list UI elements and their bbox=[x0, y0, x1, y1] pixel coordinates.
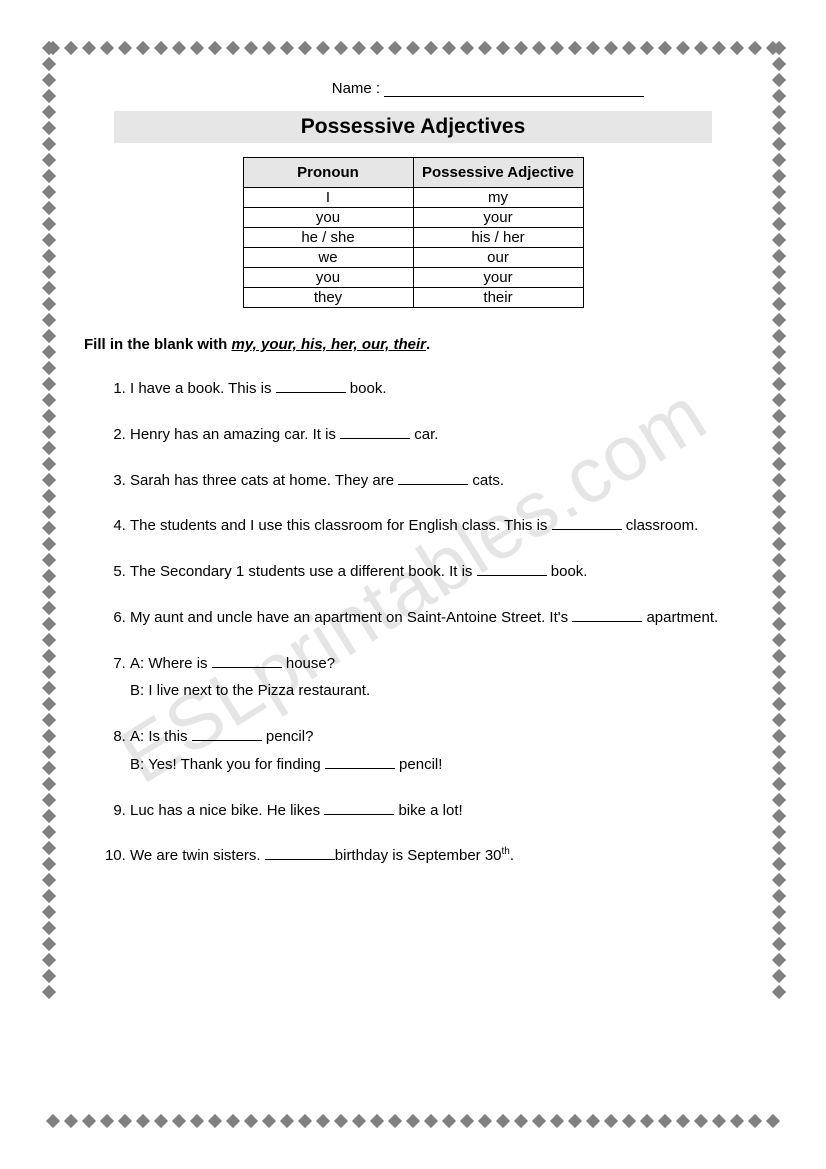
dialogue-line: B: I live next to the Pizza restaurant. bbox=[130, 677, 742, 705]
list-item: We are twin sisters. birthday is Septemb… bbox=[130, 842, 742, 870]
list-item: A: Where is house? B: I live next to the … bbox=[130, 650, 742, 706]
reference-table: PronounPossessive Adjective Imyyouyourhe… bbox=[243, 157, 584, 308]
table-cell: they bbox=[243, 288, 413, 308]
list-item: Henry has an amazing car. It is car. bbox=[130, 421, 742, 449]
table-row: Imy bbox=[243, 188, 583, 208]
fill-blank[interactable] bbox=[192, 740, 262, 741]
fill-blank[interactable] bbox=[276, 392, 346, 393]
sentence-text: I live next to the Pizza restaurant. bbox=[148, 682, 370, 699]
table-cell: our bbox=[413, 248, 583, 268]
fill-blank[interactable] bbox=[212, 667, 282, 668]
superscript: th bbox=[502, 846, 510, 857]
dialogue-line: B: Yes! Thank you for finding pencil! bbox=[130, 751, 742, 779]
speaker-prefix: B: bbox=[130, 756, 148, 773]
table-cell: his / her bbox=[413, 228, 583, 248]
name-field-line: Name : bbox=[234, 80, 742, 97]
table-row: youyour bbox=[243, 268, 583, 288]
list-item: I have a book. This is book. bbox=[130, 375, 742, 403]
speaker-prefix: A: bbox=[130, 728, 148, 745]
table-row: theytheir bbox=[243, 288, 583, 308]
table-cell: you bbox=[243, 268, 413, 288]
instruction-choices: my, your, his, her, our, their bbox=[232, 336, 427, 353]
fill-blank[interactable] bbox=[324, 814, 394, 815]
speaker-prefix: B: bbox=[130, 682, 148, 699]
table-cell: we bbox=[243, 248, 413, 268]
fill-blank[interactable] bbox=[477, 575, 547, 576]
sentence-text: cats. bbox=[468, 472, 504, 489]
fill-blank[interactable] bbox=[552, 529, 622, 530]
sentence-text: Sarah has three cats at home. They are bbox=[130, 472, 398, 489]
sentence-text: car. bbox=[410, 426, 438, 443]
fill-blank[interactable] bbox=[340, 438, 410, 439]
fill-blank[interactable] bbox=[572, 621, 642, 622]
dialogue-line: A: Is this pencil? bbox=[130, 728, 313, 745]
sentence-text: pencil! bbox=[395, 756, 443, 773]
exercise-list: I have a book. This is book. Henry has an… bbox=[84, 375, 742, 870]
sentence-text: Luc has a nice bike. He likes bbox=[130, 802, 324, 819]
list-item: The Secondary 1 students use a different… bbox=[130, 558, 742, 586]
sentence-text: The Secondary 1 students use a different… bbox=[130, 563, 477, 580]
table-cell: I bbox=[243, 188, 413, 208]
table-cell: their bbox=[413, 288, 583, 308]
sentence-text: book. bbox=[346, 380, 387, 397]
table-cell: your bbox=[413, 208, 583, 228]
table-row: weour bbox=[243, 248, 583, 268]
sentence-text: . bbox=[510, 847, 514, 864]
sentence-text: My aunt and uncle have an apartment on S… bbox=[130, 609, 572, 626]
sentence-text: classroom. bbox=[622, 517, 699, 534]
sentence-text: birthday is September 30 bbox=[335, 847, 502, 864]
fill-blank[interactable] bbox=[398, 484, 468, 485]
instruction-prefix: Fill in the blank with bbox=[84, 336, 232, 353]
table-header: Pronoun bbox=[243, 158, 413, 188]
sentence-text: book. bbox=[547, 563, 588, 580]
sentence-text: We are twin sisters. bbox=[130, 847, 265, 864]
name-label: Name : bbox=[332, 80, 380, 97]
table-cell: you bbox=[243, 208, 413, 228]
sentence-text: apartment. bbox=[642, 609, 718, 626]
speaker-prefix: A: bbox=[130, 655, 148, 672]
instruction-text: Fill in the blank with my, your, his, he… bbox=[84, 336, 742, 353]
fill-blank[interactable] bbox=[325, 768, 395, 769]
sentence-text: bike a lot! bbox=[394, 802, 462, 819]
sentence-text: Henry has an amazing car. It is bbox=[130, 426, 340, 443]
name-input-line[interactable] bbox=[384, 96, 644, 97]
table-cell: my bbox=[413, 188, 583, 208]
list-item: The students and I use this classroom fo… bbox=[130, 512, 742, 540]
table-cell: your bbox=[413, 268, 583, 288]
table-row: he / shehis / her bbox=[243, 228, 583, 248]
sentence-text: Where is bbox=[148, 655, 211, 672]
fill-blank[interactable] bbox=[265, 859, 335, 860]
table-cell: he / she bbox=[243, 228, 413, 248]
list-item: Luc has a nice bike. He likes bike a lot… bbox=[130, 797, 742, 825]
list-item: Sarah has three cats at home. They are c… bbox=[130, 467, 742, 495]
dialogue-line: A: Where is house? bbox=[130, 655, 335, 672]
list-item: A: Is this pencil? B: Yes! Thank you for … bbox=[130, 723, 742, 779]
table-header: Possessive Adjective bbox=[413, 158, 583, 188]
sentence-text: house? bbox=[282, 655, 335, 672]
instruction-suffix: . bbox=[426, 336, 430, 353]
sentence-text: Yes! Thank you for finding bbox=[148, 756, 325, 773]
sentence-text: I have a book. This is bbox=[130, 380, 276, 397]
sentence-text: Is this bbox=[148, 728, 191, 745]
sentence-text: pencil? bbox=[262, 728, 314, 745]
worksheet-page: Name : Possessive Adjectives PronounPoss… bbox=[40, 40, 786, 1129]
list-item: My aunt and uncle have an apartment on S… bbox=[130, 604, 742, 632]
table-row: youyour bbox=[243, 208, 583, 228]
sentence-text: The students and I use this classroom fo… bbox=[130, 517, 552, 534]
page-title: Possessive Adjectives bbox=[114, 111, 712, 143]
